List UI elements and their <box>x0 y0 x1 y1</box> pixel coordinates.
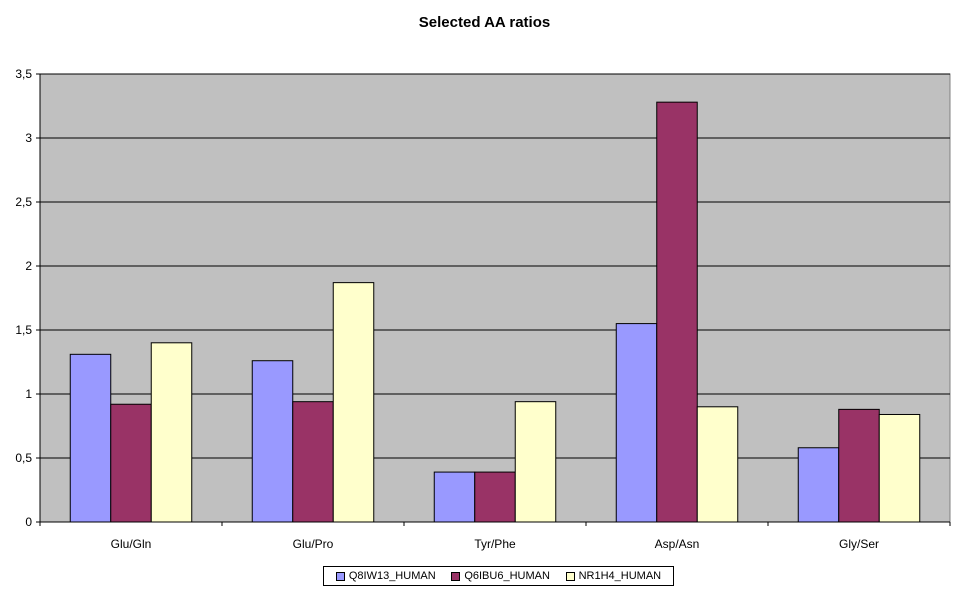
bar-3 <box>514 401 557 523</box>
bar-1 <box>615 323 658 523</box>
legend-item-series-2: Q6IBU6_HUMAN <box>451 570 550 582</box>
x-tick-label: Asp/Asn <box>655 537 700 551</box>
legend-item-series-3: NR1H4_HUMAN <box>565 570 662 582</box>
legend-swatch-series-1 <box>335 571 345 581</box>
bar-1 <box>251 360 294 523</box>
y-tick-label: 1,5 <box>15 323 32 337</box>
y-tick-label: 2,5 <box>15 195 32 209</box>
bar-2 <box>656 101 698 523</box>
bar-2 <box>292 401 334 523</box>
bar-2 <box>110 403 152 523</box>
legend-label-series-3: NR1H4_HUMAN <box>578 570 662 582</box>
chart-legend: Q8IW13_HUMAN Q6IBU6_HUMAN NR1H4_HUMAN <box>323 566 674 586</box>
bar-3 <box>150 342 193 523</box>
bar-3 <box>696 406 739 523</box>
bar-2 <box>474 471 516 523</box>
x-tick-label: Gly/Ser <box>839 537 879 551</box>
legend-item-series-1: Q8IW13_HUMAN <box>335 570 436 582</box>
x-tick-label: Tyr/Phe <box>474 537 516 551</box>
y-tick-label: 0,5 <box>15 451 32 465</box>
y-tick-label: 1 <box>25 387 32 401</box>
y-tick-label: 0 <box>25 515 32 529</box>
bar-1 <box>433 471 476 523</box>
x-tick-label: Glu/Gln <box>111 537 152 551</box>
bar-3 <box>878 413 921 523</box>
bar-1 <box>69 353 112 523</box>
bar-1 <box>797 447 840 523</box>
x-tick-label: Glu/Pro <box>293 537 334 551</box>
y-tick-label: 2 <box>25 259 32 273</box>
bar-3 <box>332 282 375 523</box>
legend-label-series-2: Q6IBU6_HUMAN <box>464 570 550 582</box>
legend-label-series-1: Q8IW13_HUMAN <box>348 570 436 582</box>
y-tick-label: 3,5 <box>15 67 32 81</box>
y-tick-label: 3 <box>25 131 32 145</box>
chart-title: Selected AA ratios <box>418 14 551 31</box>
legend-swatch-series-3 <box>565 571 575 581</box>
bar-2 <box>838 408 880 523</box>
legend-swatch-series-2 <box>451 571 461 581</box>
